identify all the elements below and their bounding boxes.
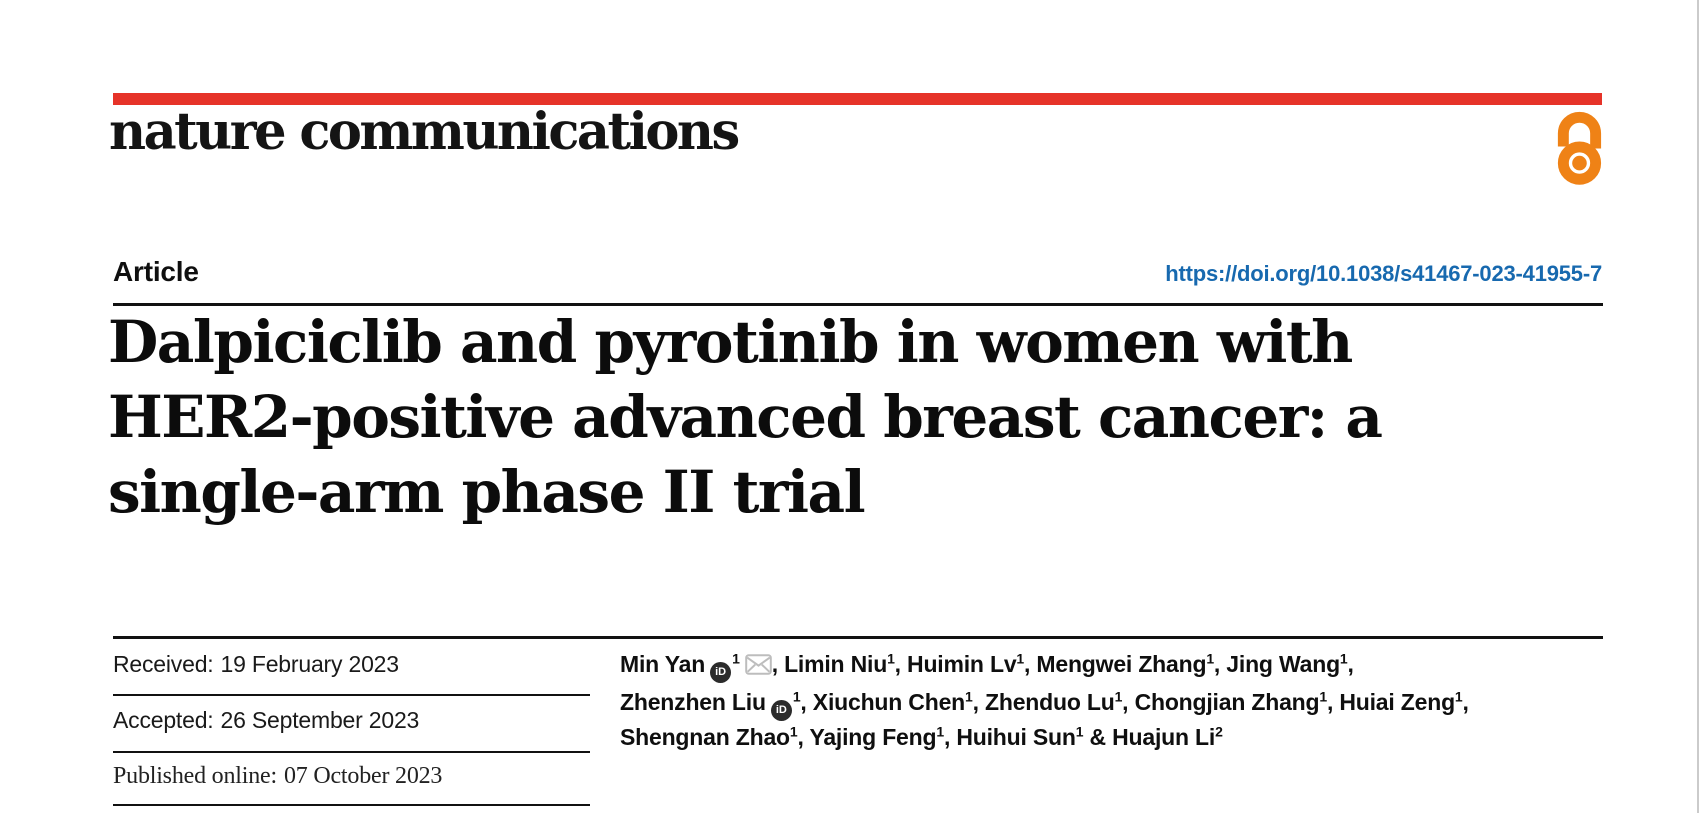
author-affiliation-sup: 1 bbox=[936, 723, 944, 740]
received-value: 19 February 2023 bbox=[220, 651, 399, 677]
published-label: Published online: bbox=[113, 763, 277, 789]
divider bbox=[113, 751, 590, 753]
received-label: Received: bbox=[113, 651, 214, 677]
author-name: Mengwei Zhang bbox=[1036, 651, 1207, 677]
author-name: Min Yan bbox=[620, 651, 706, 677]
divider bbox=[113, 804, 590, 806]
author-name: Jing Wang bbox=[1226, 651, 1340, 677]
author-separator: , bbox=[1213, 651, 1227, 677]
author-separator: , bbox=[797, 724, 810, 750]
author-affiliation-sup: 1 bbox=[887, 650, 895, 667]
author-affiliation-sup: 1 bbox=[1454, 688, 1463, 705]
author-affiliation-sup: 1 bbox=[1114, 688, 1123, 705]
author-separator: , bbox=[1122, 689, 1135, 715]
accepted-date: Accepted: 26 September 2023 bbox=[113, 707, 419, 734]
author-affiliation-sup: 1 bbox=[1206, 650, 1214, 667]
author-name: Huihui Sun bbox=[956, 724, 1076, 750]
article-title-line: HER2-positive advanced breast cancer: a bbox=[108, 383, 1383, 451]
brand-bar bbox=[113, 93, 1602, 105]
article-divider bbox=[113, 303, 1603, 306]
author-name: Huajun Li bbox=[1112, 724, 1216, 750]
meta-top-divider bbox=[113, 636, 1603, 639]
author-affiliation-sup: 1 bbox=[1075, 723, 1084, 740]
author-affiliation-sup: 1 bbox=[792, 688, 801, 705]
divider bbox=[113, 694, 590, 696]
author-name: Xiuchun Chen bbox=[812, 689, 966, 715]
author-name: Yajing Feng bbox=[809, 724, 937, 750]
accepted-label: Accepted: bbox=[113, 707, 214, 733]
article-header-row: Article https://doi.org/10.1038/s41467-0… bbox=[113, 256, 1602, 288]
author-name: Limin Niu bbox=[784, 651, 888, 677]
author-separator: , bbox=[972, 689, 985, 715]
author-separator: , bbox=[1326, 689, 1340, 715]
author-name: Shengnan Zhao bbox=[620, 724, 790, 750]
author-separator: , bbox=[1347, 651, 1354, 677]
published-value: 07 October 2023 bbox=[283, 763, 443, 789]
author-separator: , bbox=[771, 651, 785, 677]
author-separator: , bbox=[894, 651, 908, 677]
author-name: Zhenduo Lu bbox=[985, 689, 1115, 715]
author-separator: , bbox=[943, 724, 957, 750]
author-separator: & bbox=[1083, 724, 1113, 750]
page-edge-line bbox=[1697, 0, 1699, 813]
article-type-label: Article bbox=[113, 256, 199, 287]
doi-link[interactable]: https://doi.org/10.1038/s41467-023-41955… bbox=[1165, 261, 1602, 286]
author-name: Huiai Zeng bbox=[1339, 689, 1455, 715]
journal-logo: nature communications bbox=[109, 102, 740, 162]
author-affiliation-sup: 1 bbox=[732, 650, 740, 667]
article-title-line: single-arm phase II trial bbox=[108, 458, 866, 526]
email-icon[interactable] bbox=[744, 650, 772, 685]
author-affiliation-sup: 1 bbox=[1339, 650, 1348, 667]
author-name: Huimin Lv bbox=[907, 651, 1017, 677]
author-separator: , bbox=[1024, 651, 1037, 677]
author-line: Min Yan iD1, Limin Niu1, Huimin Lv1, Meng… bbox=[620, 647, 1620, 685]
article-title: Dalpiciclib and pyrotinib in women with … bbox=[108, 305, 1568, 530]
author-line: Shengnan Zhao1, Yajing Feng1, Huihui Sun… bbox=[620, 720, 1620, 755]
author-name: Chongjian Zhang bbox=[1134, 689, 1320, 715]
author-separator: , bbox=[800, 689, 813, 715]
author-list: Min Yan iD1, Limin Niu1, Huimin Lv1, Meng… bbox=[620, 647, 1620, 755]
orcid-icon[interactable]: iD bbox=[770, 700, 792, 721]
author-name: Zhenzhen Liu bbox=[620, 689, 766, 715]
open-access-icon bbox=[1556, 110, 1604, 186]
author-affiliation-sup: 2 bbox=[1215, 723, 1223, 740]
orcid-icon[interactable]: iD bbox=[710, 662, 732, 683]
author-separator: , bbox=[1462, 689, 1469, 715]
author-affiliation-sup: 1 bbox=[1016, 650, 1025, 667]
author-affiliation-sup: 1 bbox=[1319, 688, 1327, 705]
published-date: Published online: 07 October 2023 bbox=[113, 763, 442, 790]
author-affiliation-sup: 1 bbox=[965, 688, 973, 705]
author-affiliation-sup: 1 bbox=[789, 723, 798, 740]
article-title-line: Dalpiciclib and pyrotinib in women with bbox=[108, 308, 1353, 376]
received-date: Received: 19 February 2023 bbox=[113, 651, 399, 678]
author-line: Zhenzhen Liu iD1, Xiuchun Chen1, Zhenduo … bbox=[620, 685, 1620, 721]
accepted-value: 26 September 2023 bbox=[220, 707, 420, 733]
